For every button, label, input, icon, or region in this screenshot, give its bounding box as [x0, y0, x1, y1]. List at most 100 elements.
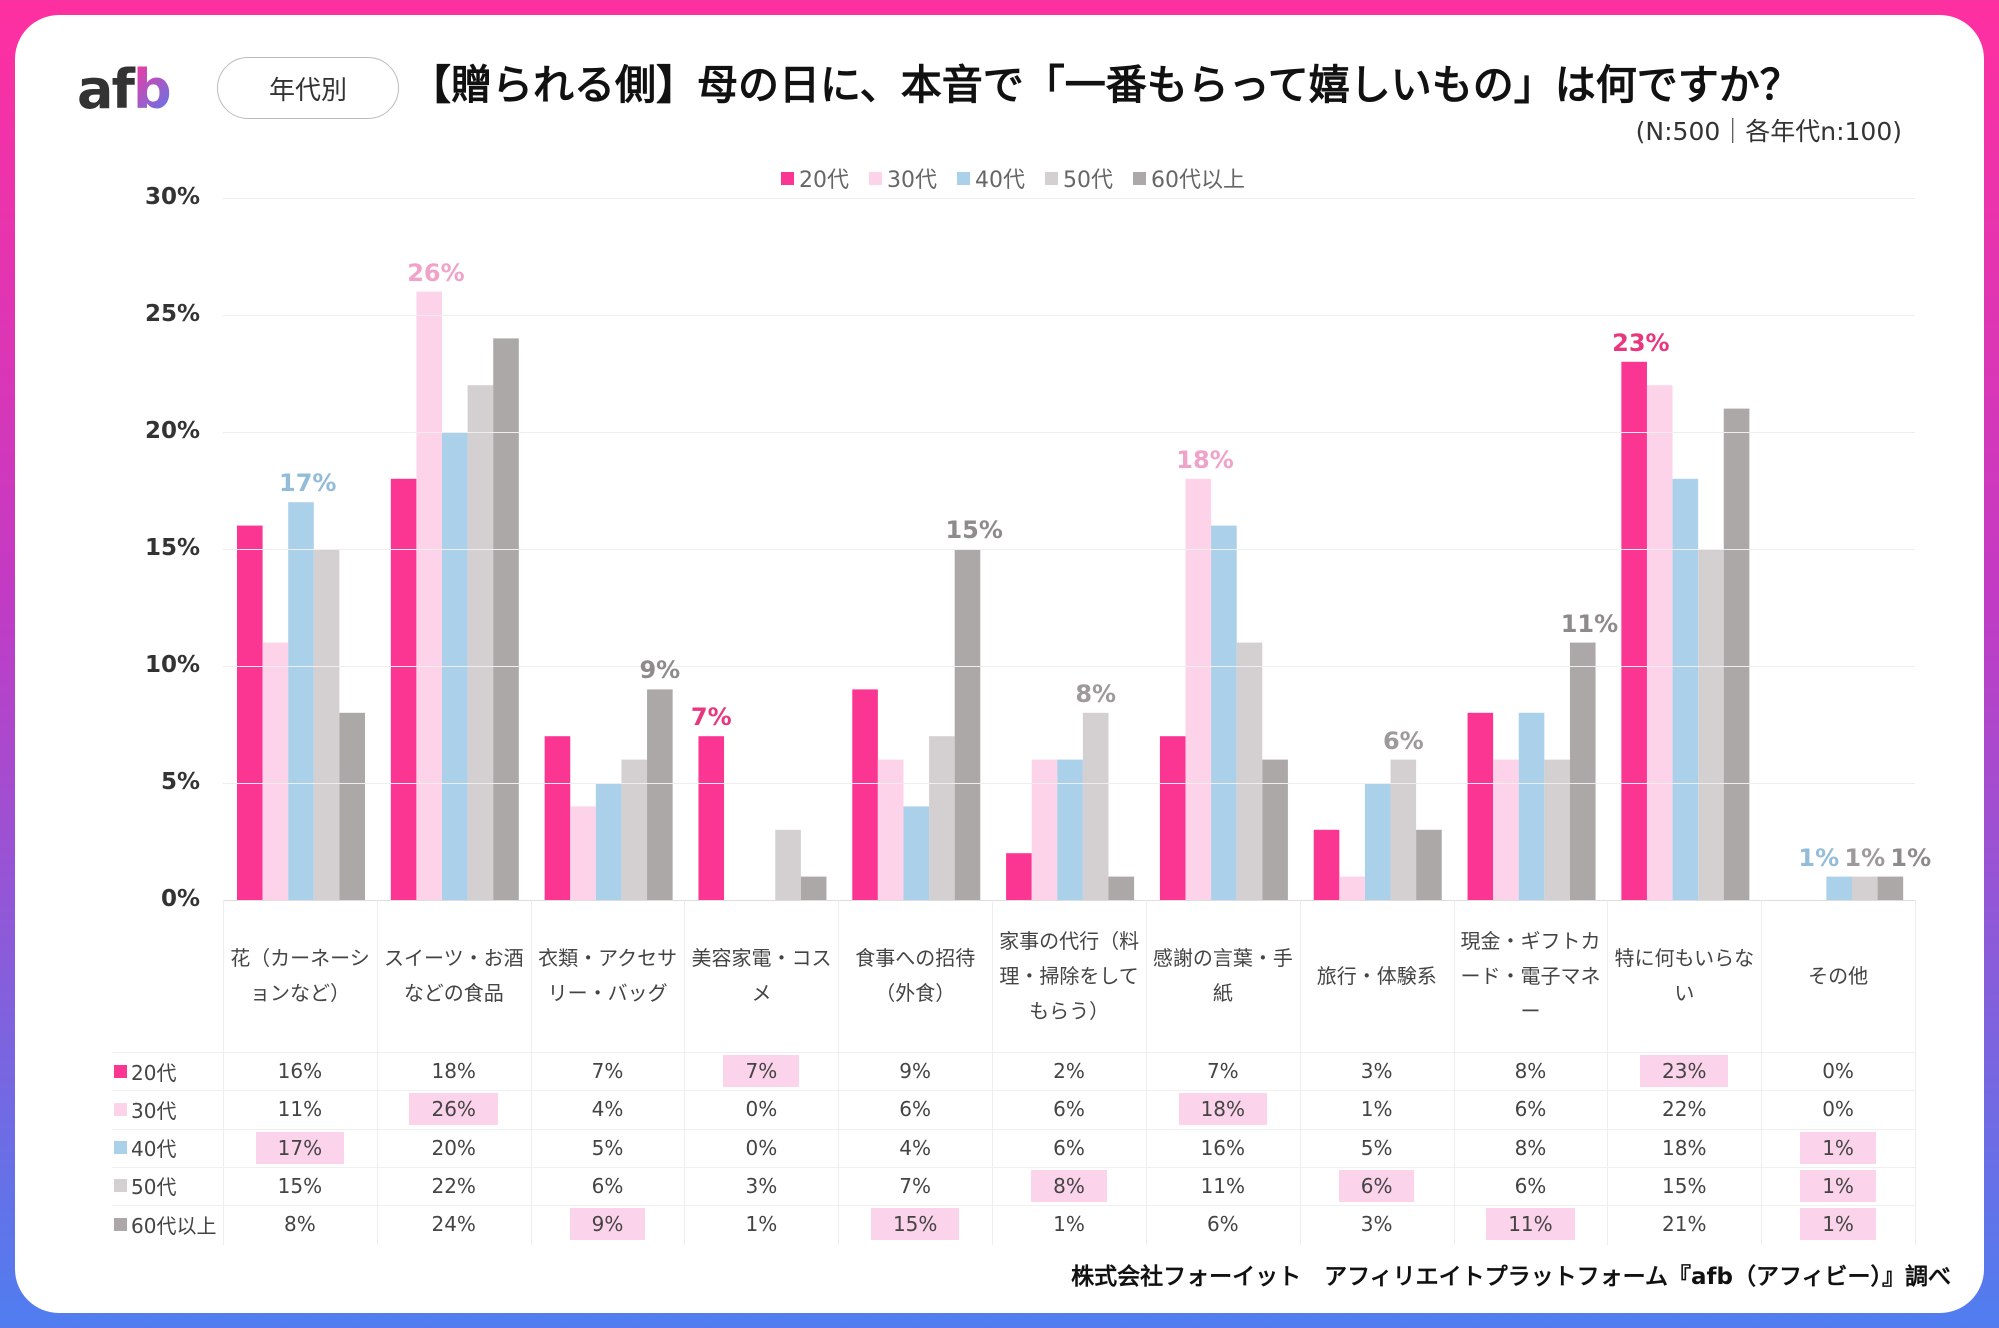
table-cell: 24% [377, 1205, 531, 1243]
cell-value: 6% [1338, 1169, 1415, 1202]
legend-swatch [114, 1141, 127, 1155]
bar-50代-5 [1082, 712, 1109, 900]
legend-label: 30代 [887, 168, 937, 193]
category-text: 美容家電・コスメ [691, 946, 832, 1005]
cell-value: 21% [1662, 1212, 1707, 1237]
table-cell: 0% [1761, 1090, 1915, 1128]
bar-30代-4 [877, 759, 904, 900]
bar-20代-0 [237, 525, 263, 900]
bar-20代-5 [1006, 853, 1032, 900]
table-cell: 7% [531, 1052, 685, 1090]
legend-item: 50代 [1045, 162, 1113, 194]
row-label-text: 20代 [131, 1060, 177, 1085]
bar-30代-2 [570, 806, 596, 900]
data-label: 6% [1382, 726, 1424, 755]
table-cell: 6% [1146, 1205, 1300, 1243]
cell-value: 15% [277, 1173, 323, 1198]
cell-value: 6% [1206, 1212, 1239, 1237]
column-divider [1915, 900, 1916, 1245]
cell-value: 16% [1200, 1135, 1246, 1160]
cell-value: 0% [1822, 1059, 1854, 1083]
table-cell: 0% [684, 1090, 838, 1128]
cell-value: 22% [1662, 1097, 1707, 1122]
table-cell: 6% [992, 1090, 1146, 1128]
table-cell: 4% [838, 1129, 992, 1167]
legend-swatch [114, 1102, 127, 1116]
cell-value: 9% [899, 1059, 932, 1083]
bar-20代-9 [1621, 361, 1647, 900]
cell-value: 8% [1514, 1135, 1547, 1160]
cell-value: 26% [409, 1093, 498, 1126]
cell-value: 15% [1662, 1173, 1707, 1198]
table-cell: 18% [1146, 1090, 1300, 1128]
category-text: 花（カーネーションなど） [230, 946, 370, 1005]
y-tick-label: 30% [144, 184, 200, 210]
bar-40代-9 [1672, 478, 1699, 900]
row-label: 60代以上 [114, 1205, 222, 1243]
category-text: その他 [1808, 963, 1869, 988]
bar-60代以上-5 [1108, 876, 1135, 900]
cell-value: 17% [255, 1131, 345, 1164]
table-cell: 18% [1607, 1129, 1761, 1167]
gridline [223, 900, 1915, 901]
y-tick-label: 10% [144, 652, 200, 678]
bar-20代-7 [1313, 829, 1340, 900]
column-divider [838, 900, 840, 1245]
category-text: 家事の代行（料理・掃除をしてもらう） [999, 928, 1140, 1023]
data-label: 26% [407, 258, 465, 287]
cell-value: 24% [431, 1212, 476, 1237]
bar-30代-6 [1185, 478, 1212, 900]
cell-value: 1% [1800, 1208, 1876, 1241]
table-cell: 26% [377, 1090, 531, 1128]
bar-60代以上-9 [1723, 408, 1750, 900]
legend-swatch [1133, 171, 1146, 185]
gridline [223, 198, 1915, 199]
bar-20代-3 [698, 736, 725, 900]
table-cell: 0% [1761, 1052, 1915, 1090]
cell-value: 11% [1486, 1208, 1575, 1241]
table-cell: 2% [992, 1052, 1146, 1090]
legend-label: 20代 [799, 168, 849, 193]
cell-value: 8% [1031, 1169, 1107, 1202]
bar-50代-1 [467, 385, 494, 900]
category-label: 家事の代行（料理・掃除をしてもらう） [994, 900, 1144, 1052]
cell-value: 0% [745, 1097, 778, 1122]
column-divider [1761, 900, 1763, 1245]
category-label: 特に何もいらない [1609, 900, 1759, 1052]
category-label: 美容家電・コスメ [686, 900, 836, 1052]
bar-30代-0 [262, 642, 289, 900]
bar-60代以上-4 [954, 549, 981, 900]
bar-50代-0 [313, 549, 340, 900]
bar-40代-8 [1518, 712, 1545, 900]
legend-label: 50代 [1063, 168, 1113, 193]
category-text: 現金・ギフトカード・電子マネー [1460, 928, 1601, 1023]
table-cell: 1% [1761, 1205, 1915, 1243]
cell-value: 22% [431, 1173, 476, 1198]
cell-value: 1% [1053, 1212, 1085, 1237]
legend-swatch [957, 171, 970, 185]
legend-swatch [114, 1179, 127, 1193]
cell-value: 15% [870, 1208, 960, 1241]
bar-50代-2 [621, 759, 648, 900]
data-label: 11% [1560, 609, 1619, 638]
data-label: 1% [1890, 843, 1932, 872]
column-divider [1145, 900, 1147, 1245]
column-divider [1453, 900, 1455, 1245]
row-label: 40代 [114, 1129, 222, 1167]
cell-value: 5% [1360, 1135, 1393, 1160]
table-cell: 1% [1761, 1167, 1915, 1205]
cell-value: 11% [277, 1097, 323, 1122]
cell-value: 20% [431, 1135, 476, 1160]
cell-value: 7% [899, 1173, 932, 1198]
bar-50代-4 [929, 736, 955, 900]
category-text: 旅行・体験系 [1316, 963, 1437, 988]
cell-value: 5% [591, 1135, 624, 1160]
cell-value: 8% [284, 1212, 316, 1237]
cell-value: 6% [899, 1097, 932, 1122]
table-cell: 7% [838, 1167, 992, 1205]
bar-40代-2 [595, 783, 622, 900]
table-cell: 8% [223, 1205, 377, 1243]
legend-swatch [869, 171, 882, 185]
cell-value: 6% [1514, 1097, 1547, 1122]
